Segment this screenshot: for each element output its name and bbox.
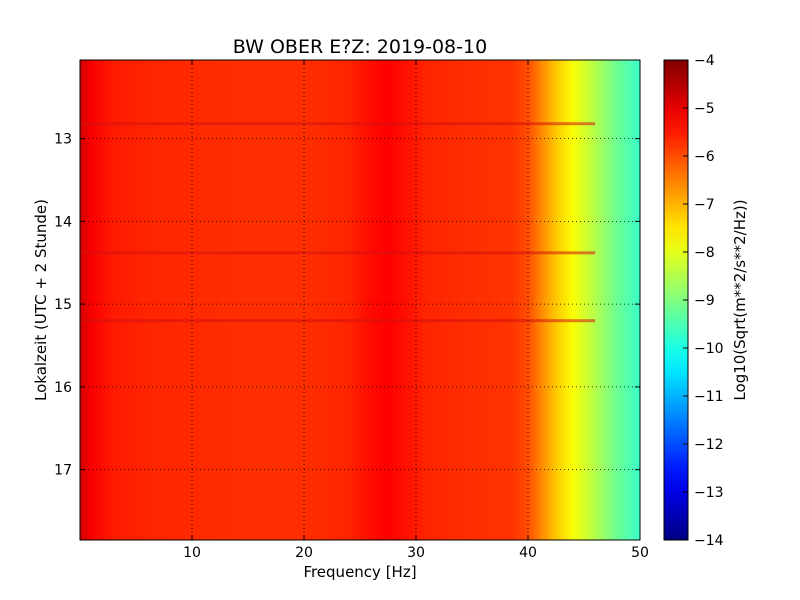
x-tick-label: 10 (183, 545, 201, 561)
spectrogram-image (80, 60, 640, 540)
colorbar-tick-label: −12 (694, 437, 724, 453)
colorbar-tick-label: −8 (694, 245, 715, 261)
colorbar-tick-label: −14 (694, 533, 724, 549)
colorbar-tick-label: −4 (694, 53, 715, 69)
y-tick-label: 17 (54, 463, 72, 479)
grid-layer (80, 60, 640, 540)
y-tick-label: 16 (54, 380, 72, 396)
colorbar-tick-label: −5 (694, 101, 715, 117)
x-tick-label: 30 (407, 545, 425, 561)
colorbar-tick-label: −11 (694, 389, 724, 405)
bright-line (80, 251, 596, 255)
colorbar-tick-label: −10 (694, 341, 724, 357)
colorbar-tick-label: −7 (694, 197, 715, 213)
x-tick-label: 20 (295, 545, 313, 561)
y-tick-label: 15 (54, 297, 72, 313)
x-tick-label: 40 (519, 545, 537, 561)
colorbar-tick-label: −13 (694, 485, 724, 501)
colorbar: −4 −5 −6 −7 −8 −9 −10 −11 −12 −13 −14 Log10(Sqrt(m… (663, 53, 749, 549)
colorbar-tick-label: −9 (694, 293, 715, 309)
bright-lines-layer (80, 122, 596, 323)
colorbar-ticks: −4 −5 −6 −7 −8 −9 −10 −11 −12 −13 −14 (683, 53, 724, 549)
y-axis-label: Lokalzeit (UTC + 2 Stunde) (32, 199, 50, 401)
plot-area (79, 59, 641, 541)
x-axis: 10 20 30 40 50 (183, 60, 649, 561)
y-axis: 13 14 15 16 17 (54, 132, 640, 479)
bright-line (80, 122, 596, 126)
colorbar-tick-label: −6 (694, 149, 715, 165)
colorbar-label: Log10(Sqrt(m**2/s**2/Hz)) (731, 199, 749, 400)
plot-frame (79, 59, 641, 541)
chart-title: BW OBER E?Z: 2019-08-10 (233, 36, 487, 58)
x-axis-label: Frequency [Hz] (303, 563, 416, 581)
y-tick-label: 13 (54, 132, 72, 148)
x-tick-label: 50 (631, 545, 649, 561)
bright-line (80, 319, 596, 323)
y-tick-label: 14 (54, 214, 72, 230)
